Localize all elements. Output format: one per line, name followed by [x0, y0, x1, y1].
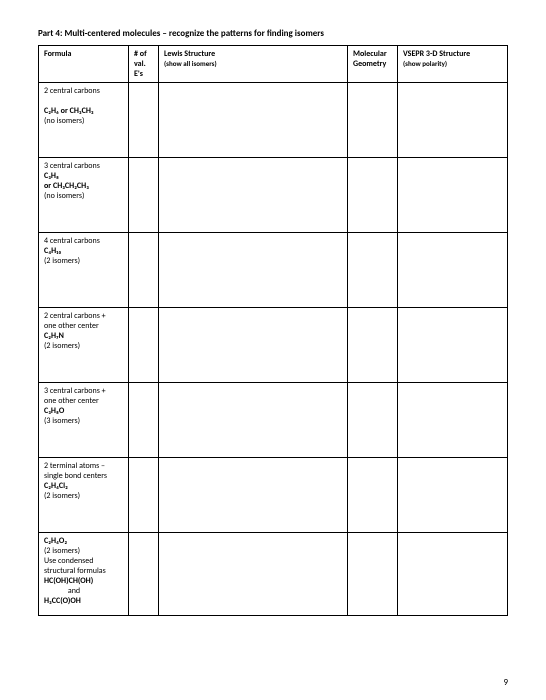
- cell-vsepr: [398, 533, 508, 616]
- cell-lewis: [159, 308, 348, 383]
- table-row: 4 central carbonsC₄H₁₀(2 isomers): [39, 233, 508, 308]
- cell-geometry: [348, 233, 398, 308]
- cell-lewis: [159, 533, 348, 616]
- cell-lewis: [159, 458, 348, 533]
- cell-formula: 4 central carbonsC₄H₁₀(2 isomers): [39, 233, 129, 308]
- col-header-vsepr: VSEPR 3-D Structure (show polarity): [398, 46, 508, 83]
- cell-geometry: [348, 458, 398, 533]
- cell-formula: 2 central carbons C₂H₆ or CH₃CH₃(no isom…: [39, 83, 129, 158]
- cell-vsepr: [398, 233, 508, 308]
- cell-lewis: [159, 383, 348, 458]
- cell-geometry: [348, 83, 398, 158]
- cell-formula: 3 central carbonsC₃H₈or CH₃CH₂CH₃(no iso…: [39, 158, 129, 233]
- cell-formula: 2 terminal atoms –single bond centersC₂H…: [39, 458, 129, 533]
- col-header-lewis: Lewis Structure (show all isomers): [159, 46, 348, 83]
- table-row: 2 central carbons C₂H₆ or CH₃CH₃(no isom…: [39, 83, 508, 158]
- cell-geometry: [348, 158, 398, 233]
- cell-vsepr: [398, 158, 508, 233]
- cell-val: [129, 533, 159, 616]
- cell-formula: 3 central carbons +one other centerC₃H₈O…: [39, 383, 129, 458]
- part-title: Part 4: Multi-centered molecules – recog…: [38, 28, 508, 39]
- cell-geometry: [348, 308, 398, 383]
- table-row: 2 terminal atoms –single bond centersC₂H…: [39, 458, 508, 533]
- cell-formula: C₂H₄O₂(2 isomers)Use condensedstructural…: [39, 533, 129, 616]
- table-row: 3 central carbonsC₃H₈or CH₃CH₂CH₃(no iso…: [39, 158, 508, 233]
- col-header-geometry: Molecular Geometry: [348, 46, 398, 83]
- cell-lewis: [159, 158, 348, 233]
- cell-val: [129, 458, 159, 533]
- cell-formula: 2 central carbons +one other centerC₂H₇N…: [39, 308, 129, 383]
- cell-lewis: [159, 83, 348, 158]
- cell-val: [129, 383, 159, 458]
- cell-vsepr: [398, 458, 508, 533]
- table-row: 3 central carbons +one other centerC₃H₈O…: [39, 383, 508, 458]
- cell-geometry: [348, 533, 398, 616]
- cell-val: [129, 308, 159, 383]
- cell-val: [129, 83, 159, 158]
- cell-vsepr: [398, 308, 508, 383]
- cell-vsepr: [398, 383, 508, 458]
- table-row: C₂H₄O₂(2 isomers)Use condensedstructural…: [39, 533, 508, 616]
- table-header-row: Formula # ofval.E's Lewis Structure (sho…: [39, 46, 508, 83]
- col-header-formula: Formula: [39, 46, 129, 83]
- cell-val: [129, 233, 159, 308]
- cell-lewis: [159, 233, 348, 308]
- table-row: 2 central carbons +one other centerC₂H₇N…: [39, 308, 508, 383]
- cell-vsepr: [398, 83, 508, 158]
- col-header-val: # ofval.E's: [129, 46, 159, 83]
- page-number: 9: [503, 677, 508, 688]
- cell-val: [129, 158, 159, 233]
- worksheet-table: Formula # ofval.E's Lewis Structure (sho…: [38, 45, 508, 616]
- cell-geometry: [348, 383, 398, 458]
